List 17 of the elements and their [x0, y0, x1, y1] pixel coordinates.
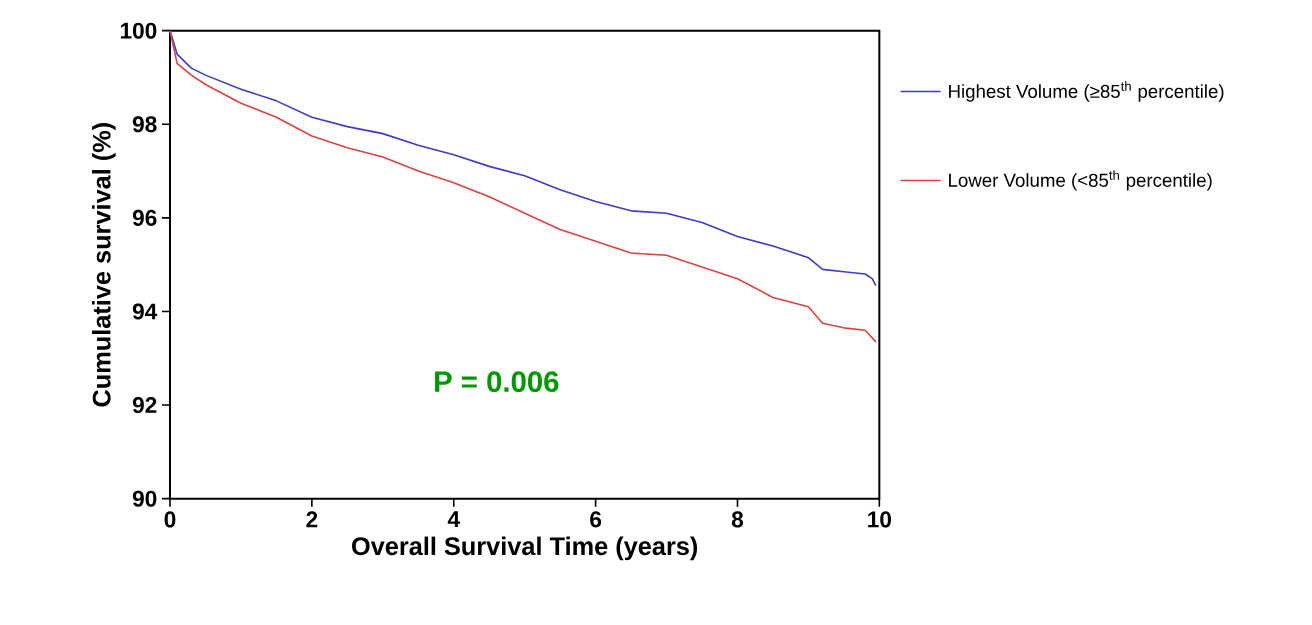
- legend-label: Highest Volume (≥85$^{th}$ percentile): [949, 81, 1224, 102]
- y-tick-label: 100: [120, 22, 157, 39]
- x-tick-label: 2: [306, 511, 318, 528]
- x-tick-label: 10: [868, 511, 892, 528]
- x-tick-label: 4: [447, 511, 460, 527]
- x-tick-label: 8: [731, 511, 744, 528]
- y-tick-label: 90: [132, 490, 157, 507]
- y-tick-label: 92: [132, 396, 157, 413]
- x-tick-label: 6: [590, 511, 602, 528]
- y-axis-title: Cumulative survival (%): [92, 122, 116, 407]
- y-tick-label: 98: [132, 116, 157, 133]
- x-axis-title: Overall Survival Time (years): [352, 536, 698, 561]
- annotation: P = 0.006: [435, 371, 559, 392]
- y-tick-label: 96: [132, 209, 157, 226]
- legend-label: Lower Volume (<85$^{th}$ percentile): [949, 170, 1212, 191]
- x-tick-label: 0: [164, 511, 176, 528]
- y-tick-label: 94: [132, 303, 158, 320]
